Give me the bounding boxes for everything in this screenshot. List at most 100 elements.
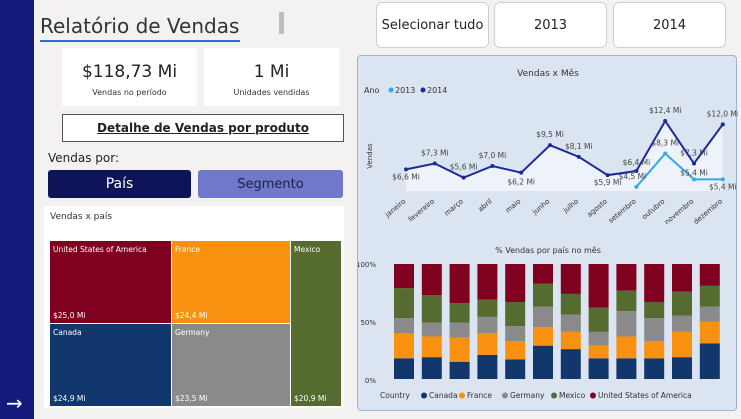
bar-germany-10[interactable] — [672, 315, 692, 332]
bar-mexico-5[interactable] — [533, 283, 553, 307]
bar-usa-4[interactable] — [505, 264, 526, 302]
point-2014-11[interactable] — [720, 122, 725, 127]
bar-germany-9[interactable] — [644, 318, 665, 342]
year-2014-button[interactable]: 2014 — [613, 2, 726, 48]
bar-germany-1[interactable] — [421, 322, 442, 337]
bar-mexico-4[interactable] — [505, 301, 526, 327]
point-2014-7[interactable] — [605, 173, 610, 178]
bar-canada-0[interactable] — [394, 358, 414, 379]
bar-usa-1[interactable] — [421, 264, 442, 296]
country-toggle-button[interactable]: País — [48, 170, 191, 198]
bar-canada-2[interactable] — [449, 361, 470, 379]
bar-france-7[interactable] — [588, 345, 609, 359]
tile-mexico[interactable]: Mexico $20,9 Mi — [291, 241, 341, 406]
bar-canada-10[interactable] — [672, 357, 692, 379]
bar-canada-7[interactable] — [588, 358, 609, 379]
line-2013 — [635, 152, 723, 188]
bar-france-6[interactable] — [560, 331, 581, 350]
bar-germany-4[interactable] — [505, 326, 526, 342]
legend-label-usa: United States of America — [598, 391, 692, 400]
bar-france-0[interactable] — [394, 333, 414, 359]
bar-canada-9[interactable] — [644, 358, 665, 379]
point-2014-6[interactable] — [576, 154, 581, 159]
point-2014-9[interactable] — [663, 119, 668, 123]
bar-france-3[interactable] — [477, 333, 498, 355]
bar-france-9[interactable] — [644, 341, 665, 359]
bar-usa-2[interactable] — [449, 264, 470, 304]
bar-mexico-7[interactable] — [588, 307, 609, 332]
bar-germany-6[interactable] — [560, 314, 581, 332]
bar-canada-11[interactable] — [699, 343, 720, 379]
bar-mexico-2[interactable] — [449, 303, 470, 323]
point-2014-0[interactable] — [404, 167, 408, 172]
arrow-right-icon[interactable]: → — [6, 391, 23, 415]
bar-mexico-6[interactable] — [560, 293, 581, 315]
point-2014-3[interactable] — [490, 164, 495, 168]
bar-canada-1[interactable] — [421, 357, 442, 379]
bar-mexico-8[interactable] — [616, 290, 637, 312]
point-2014-5[interactable] — [548, 143, 552, 148]
tile-canada-name: Canada — [53, 328, 82, 337]
bar-germany-11[interactable] — [699, 306, 720, 322]
product-detail-button[interactable]: Detalhe de Vendas por produto — [62, 114, 344, 142]
point-2014-10[interactable] — [692, 161, 696, 166]
select-all-button[interactable]: Selecionar tudo — [376, 2, 489, 48]
point-2013-11[interactable] — [720, 177, 725, 182]
bar-mexico-1[interactable] — [421, 295, 442, 323]
bar-mexico-9[interactable] — [644, 301, 665, 319]
bar-france-4[interactable] — [505, 341, 526, 360]
bar-germany-0[interactable] — [394, 318, 414, 333]
legend-label-germany: Germany — [510, 391, 545, 400]
bar-legend-title: Country — [380, 391, 410, 400]
bar-france-10[interactable] — [672, 331, 692, 358]
tile-canada[interactable]: Canada $24,9 Mi — [50, 324, 171, 406]
year-2013-button[interactable]: 2013 — [494, 2, 607, 48]
bar-france-2[interactable] — [449, 337, 470, 362]
bar-canada-4[interactable] — [505, 359, 526, 379]
legend-label-mexico: Mexico — [559, 391, 586, 400]
point-2013-10[interactable] — [692, 177, 696, 182]
point-2014-2[interactable] — [461, 175, 466, 180]
bar-mexico-0[interactable] — [394, 288, 414, 319]
bar-usa-5[interactable] — [533, 264, 553, 284]
point-2014-4[interactable] — [519, 170, 524, 175]
bar-mexico-3[interactable] — [477, 299, 498, 317]
bar-usa-9[interactable] — [644, 264, 665, 302]
tile-usa-value: $25,0 Mi — [53, 311, 86, 320]
bar-usa-8[interactable] — [616, 264, 637, 291]
bar-france-8[interactable] — [616, 336, 637, 359]
point-2014-1[interactable] — [432, 161, 437, 166]
bar-france-1[interactable] — [421, 336, 442, 358]
point-2013-8[interactable] — [634, 184, 639, 189]
legend-label-canada: Canada — [429, 391, 458, 400]
bar-mexico-11[interactable] — [699, 285, 720, 307]
bar-canada-5[interactable] — [533, 345, 553, 379]
bar-germany-7[interactable] — [588, 331, 609, 346]
point-2014-8[interactable] — [634, 169, 639, 173]
point-2013-9[interactable] — [663, 151, 668, 156]
bar-canada-6[interactable] — [560, 349, 581, 379]
tile-france[interactable]: France $24,4 Mi — [172, 241, 290, 323]
bar-canada-8[interactable] — [616, 358, 637, 379]
bar-germany-3[interactable] — [477, 316, 498, 333]
bar-usa-0[interactable] — [394, 264, 414, 289]
tile-usa[interactable]: United States of America $25,0 Mi — [50, 241, 171, 323]
bar-canada-3[interactable] — [477, 354, 498, 379]
legend-marker-france — [459, 392, 465, 399]
segment-toggle-button[interactable]: Segmento — [198, 170, 343, 198]
tile-germany[interactable]: Germany $23,5 Mi — [172, 324, 290, 406]
bar-usa-6[interactable] — [560, 264, 581, 294]
kpi-sales-label: Vendas no período — [92, 88, 167, 97]
bar-mexico-10[interactable] — [672, 291, 692, 316]
bar-france-11[interactable] — [699, 321, 720, 344]
treemap-panel: Vendas x país United States of America $… — [44, 206, 344, 408]
bar-usa-3[interactable] — [477, 264, 498, 300]
label-2014-3: $7,0 Mi — [479, 151, 507, 160]
bar-usa-11[interactable] — [699, 264, 720, 286]
bar-france-5[interactable] — [533, 327, 553, 346]
bar-germany-5[interactable] — [533, 306, 553, 328]
bar-germany-8[interactable] — [616, 311, 637, 337]
bar-usa-10[interactable] — [672, 264, 692, 292]
bar-usa-7[interactable] — [588, 264, 609, 308]
bar-germany-2[interactable] — [449, 322, 470, 338]
